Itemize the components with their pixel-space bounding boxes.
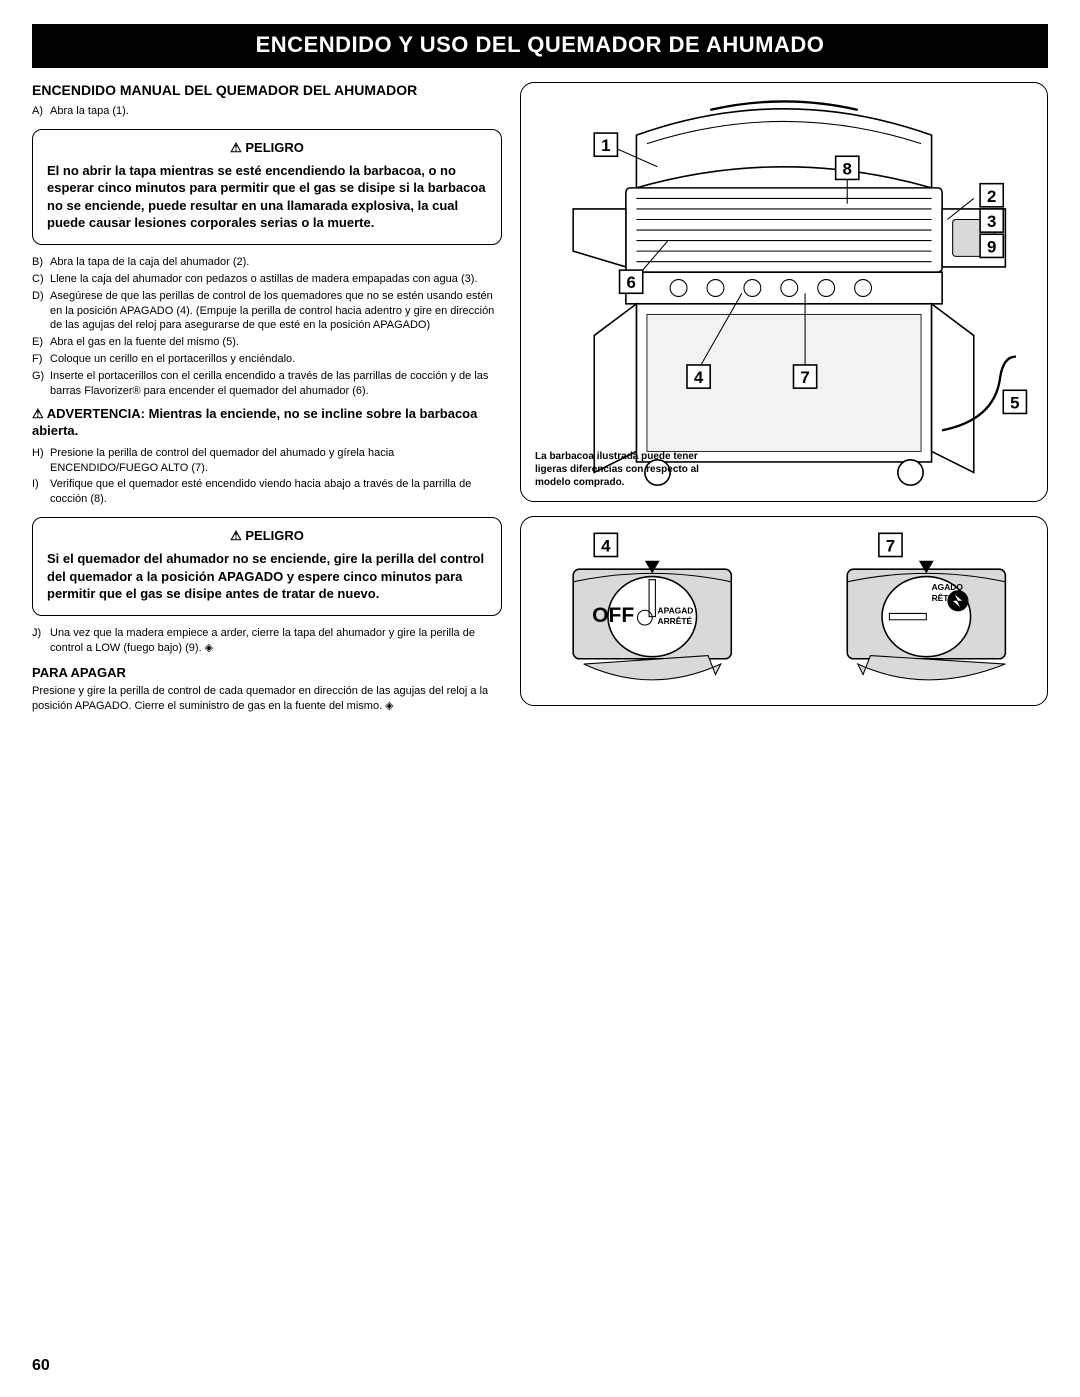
svg-text:OFF: OFF	[592, 604, 634, 627]
danger-box-1: ⚠ PELIGRO El no abrir la tapa mientras s…	[32, 129, 502, 245]
knob-off-icon: OFF APAGAD ARRÊTÉ	[573, 561, 731, 680]
step-g: G)Inserte el portacerillos con el cerill…	[32, 369, 502, 399]
svg-text:ARRÊTÉ: ARRÊTÉ	[658, 615, 693, 626]
svg-text:AGADO: AGADO	[932, 582, 964, 592]
step-h: H)Presione la perilla de control del que…	[32, 446, 502, 476]
step-text: Verifique que el quemador esté encendido…	[50, 477, 502, 507]
step-text: Abra el gas en la fuente del mismo (5).	[50, 335, 502, 350]
step-b: B)Abra la tapa de la caja del ahumador (…	[32, 255, 502, 270]
step-list-mid: B)Abra la tapa de la caja del ahumador (…	[32, 255, 502, 399]
step-list-j: J)Una vez que la madera empiece a arder,…	[32, 626, 502, 656]
step-key: A)	[32, 104, 50, 119]
para-apagar-heading: PARA APAGAR	[32, 665, 502, 680]
svg-text:4: 4	[601, 536, 611, 555]
svg-text:4: 4	[694, 368, 704, 387]
step-key: J)	[32, 626, 50, 656]
figure-knobs: 4 7 OFF	[520, 516, 1048, 706]
callout-2: 2	[980, 184, 1003, 207]
title-bar: ENCENDIDO Y USO DEL QUEMADOR DE AHUMADO	[32, 24, 1048, 68]
step-text: Una vez que la madera empiece a arder, c…	[50, 626, 502, 656]
step-key: H)	[32, 446, 50, 476]
step-key: D)	[32, 289, 50, 334]
figure-grill: 1 8 6 4 7	[520, 82, 1048, 502]
para-apagar-body: Presione y gire la perilla de control de…	[32, 684, 502, 714]
danger-body: Si el quemador del ahumador no se encien…	[47, 550, 487, 603]
callout-4: 4	[687, 365, 710, 388]
figure-caption: La barbacoa ilustrada puede tener ligera…	[535, 450, 705, 489]
warning-inline: ⚠ ADVERTENCIA: Mientras la enciende, no …	[32, 405, 502, 440]
step-key: F)	[32, 352, 50, 367]
svg-text:APAGAD: APAGAD	[658, 605, 694, 615]
danger-body: El no abrir la tapa mientras se esté enc…	[47, 162, 487, 232]
callout-7: 7	[793, 365, 816, 388]
callout-3: 3	[980, 209, 1003, 232]
svg-text:3: 3	[987, 212, 996, 231]
step-key: I)	[32, 477, 50, 507]
step-text: Asegúrese de que las perillas de control…	[50, 289, 502, 334]
svg-text:6: 6	[626, 273, 635, 292]
svg-text:8: 8	[843, 159, 852, 178]
step-i: I)Verifique que el quemador esté encendi…	[32, 477, 502, 507]
svg-text:1: 1	[601, 136, 610, 155]
callout-9: 9	[980, 234, 1003, 257]
callout-6: 6	[620, 270, 643, 293]
danger-box-2: ⚠ PELIGRO Si el quemador del ahumador no…	[32, 517, 502, 616]
page-container: ENCENDIDO Y USO DEL QUEMADOR DE AHUMADO …	[0, 0, 1080, 744]
step-f: F)Coloque un cerillo en el portacerillos…	[32, 352, 502, 367]
callout-8: 8	[836, 156, 859, 179]
step-text: Inserte el portacerillos con el cerilla …	[50, 369, 502, 399]
page-number: 60	[32, 1357, 50, 1375]
svg-text:9: 9	[987, 237, 996, 256]
svg-text:2: 2	[987, 187, 996, 206]
svg-text:5: 5	[1010, 393, 1019, 412]
step-a: A) Abra la tapa (1).	[32, 104, 502, 119]
step-text: Llene la caja del ahumador con pedazos o…	[50, 272, 502, 287]
section-heading: ENCENDIDO MANUAL DEL QUEMADOR DEL AHUMAD…	[32, 82, 502, 98]
step-list-hi: H)Presione la perilla de control del que…	[32, 446, 502, 507]
danger-title: ⚠ PELIGRO	[47, 140, 487, 156]
step-text: Coloque un cerillo en el portacerillos y…	[50, 352, 502, 367]
callout-5: 5	[1003, 390, 1026, 413]
step-j: J)Una vez que la madera empiece a arder,…	[32, 626, 502, 656]
step-d: D)Asegúrese de que las perillas de contr…	[32, 289, 502, 334]
knob-illustration-icon: 4 7 OFF	[531, 527, 1037, 706]
svg-text:RÊTÉ: RÊTÉ	[932, 592, 955, 603]
step-key: C)	[32, 272, 50, 287]
step-text: Abra la tapa (1).	[50, 104, 502, 119]
svg-text:7: 7	[886, 536, 895, 555]
step-list-top: A) Abra la tapa (1).	[32, 104, 502, 119]
svg-text:7: 7	[800, 368, 809, 387]
step-text: Abra la tapa de la caja del ahumador (2)…	[50, 255, 502, 270]
danger-title: ⚠ PELIGRO	[47, 528, 487, 544]
step-key: G)	[32, 369, 50, 399]
step-key: B)	[32, 255, 50, 270]
knob-ignite-icon: AGADO RÊTÉ	[847, 561, 1005, 680]
right-column: 1 8 6 4 7	[520, 82, 1048, 720]
step-text: Presione la perilla de control del quema…	[50, 446, 502, 476]
two-column-layout: ENCENDIDO MANUAL DEL QUEMADOR DEL AHUMAD…	[32, 82, 1048, 720]
callout-1: 1	[594, 133, 617, 156]
left-column: ENCENDIDO MANUAL DEL QUEMADOR DEL AHUMAD…	[32, 82, 502, 720]
step-e: E)Abra el gas en la fuente del mismo (5)…	[32, 335, 502, 350]
step-c: C)Llene la caja del ahumador con pedazos…	[32, 272, 502, 287]
step-key: E)	[32, 335, 50, 350]
